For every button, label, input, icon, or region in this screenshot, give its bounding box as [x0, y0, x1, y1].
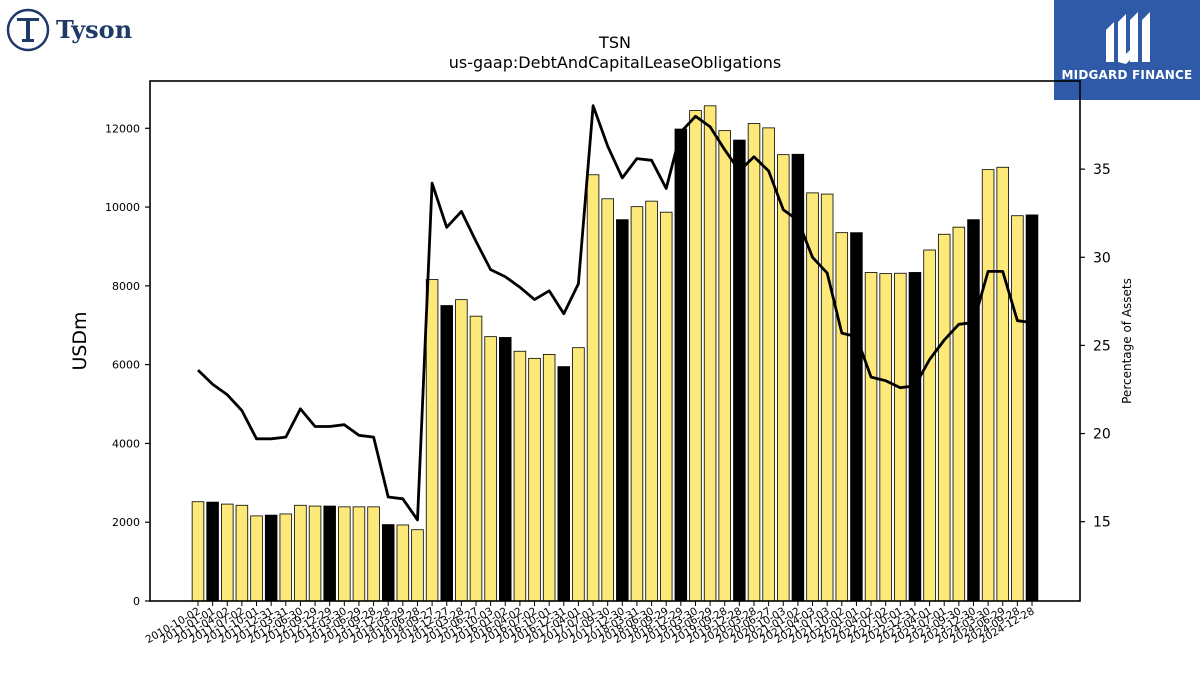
bar-2022-04-02 [864, 272, 878, 602]
bar-2022-12-31 [908, 272, 922, 602]
y2-tick-label: 15 [1093, 515, 1111, 531]
y-axis-label: USDm [69, 311, 91, 370]
midgard-finance-logo: MIDGARD FINANCE [1054, 0, 1200, 100]
bar-2012-06-30 [294, 504, 307, 602]
bar-2022-10-01 [894, 272, 907, 602]
bar-2019-06-29 [703, 105, 717, 602]
midgard-mark-icon [1106, 12, 1150, 64]
bar-2019-03-30 [689, 110, 702, 602]
bar-2022-07-02 [879, 273, 892, 602]
tyson-logo: Tyson [6, 8, 132, 52]
bar-2018-12-29 [674, 128, 688, 602]
bar-2024-09-28 [1011, 215, 1024, 602]
bar-2013-06-29 [352, 506, 366, 602]
y2-axis-label: Percentage of Assets [1120, 278, 1134, 404]
tyson-logo-text: Tyson [56, 15, 132, 44]
bar-2017-07-01 [586, 174, 600, 602]
bar-2011-10-01 [250, 515, 263, 602]
bar-2017-04-01 [572, 347, 585, 602]
bar-2018-09-29 [659, 211, 673, 602]
bar-2013-09-28 [367, 506, 380, 602]
percentage-line [197, 104, 1033, 522]
plot-frame [149, 80, 1081, 602]
bar-2020-03-28 [747, 123, 761, 602]
bar-2012-03-31 [279, 513, 293, 602]
y2-tick-label: 30 [1093, 250, 1111, 266]
y-tick-label: 12000 [105, 122, 140, 135]
bar-2021-07-03 [820, 193, 834, 602]
bar-2023-09-30 [952, 226, 966, 602]
bar-2015-03-28 [455, 299, 468, 602]
bar-2018-06-30 [645, 200, 658, 602]
bar-2022-01-01 [850, 232, 863, 602]
y-tick-label: 10000 [105, 201, 140, 214]
bar-2021-10-02 [835, 232, 849, 602]
bar-2010-10-02 [191, 501, 205, 602]
bar-2024-03-30 [981, 169, 995, 602]
bar-2015-06-27 [469, 315, 483, 602]
chart-subtitle: us-gaap:DebtAndCapitalLeaseObligations [449, 53, 782, 72]
bar-2016-04-02 [513, 350, 527, 602]
bar-2019-09-28 [718, 130, 731, 602]
bar-2014-06-28 [411, 529, 424, 602]
bar-2023-04-01 [923, 249, 936, 602]
bar-2014-03-29 [396, 524, 410, 602]
bar-2012-09-29 [308, 505, 322, 602]
y-tick-label: 6000 [112, 359, 140, 372]
bar-2023-07-01 [937, 233, 951, 602]
percentage-line-series [197, 104, 1033, 522]
bar-2011-07-02 [235, 504, 249, 602]
bar-2015-10-03 [484, 336, 497, 602]
bar-2017-12-30 [616, 219, 629, 602]
bar-2024-06-29 [996, 166, 1009, 602]
bar-2011-01-01 [206, 501, 219, 602]
y2-tick-label: 25 [1093, 338, 1111, 354]
bar-2016-01-02 [499, 337, 512, 602]
bar-2011-04-02 [221, 503, 234, 602]
bar-2024-12-28 [1025, 214, 1039, 602]
bar-2019-12-28 [733, 139, 746, 602]
y-tick-label: 4000 [112, 437, 140, 450]
bar-2013-03-30 [338, 506, 351, 602]
bar-2023-12-30 [967, 219, 980, 602]
bar-2020-10-03 [777, 154, 790, 602]
bar-2016-10-01 [542, 353, 556, 602]
y-tick-label: 0 [133, 595, 140, 608]
bar-2018-03-31 [630, 206, 644, 602]
bar-2013-12-28 [381, 524, 395, 602]
axes: 0200040006000800010000120001520253035201… [105, 80, 1111, 646]
bar-2014-09-27 [425, 279, 439, 602]
bar-series [191, 105, 1039, 602]
midgard-logo-text: MIDGARD FINANCE [1061, 68, 1193, 82]
y2-tick-label: 20 [1093, 427, 1111, 443]
bar-2017-09-30 [601, 198, 614, 602]
chart-title: TSN [598, 33, 631, 52]
y-tick-label: 2000 [112, 516, 140, 529]
y2-tick-label: 35 [1093, 162, 1111, 178]
bar-2016-12-31 [557, 366, 571, 602]
bar-2011-12-31 [264, 514, 278, 602]
bar-2014-12-27 [440, 305, 453, 602]
y-tick-label: 8000 [112, 280, 140, 293]
bar-2020-06-27 [762, 127, 775, 602]
bar-2012-12-29 [323, 505, 336, 602]
bar-2016-07-02 [528, 357, 541, 602]
